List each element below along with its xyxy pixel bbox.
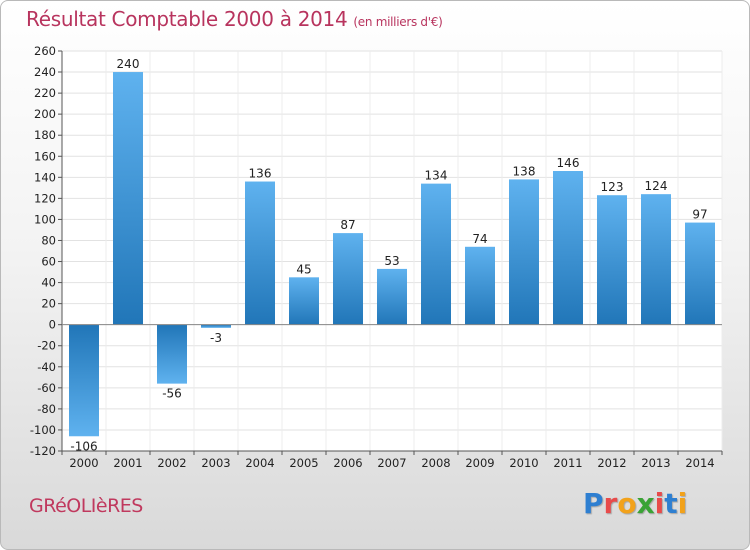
y-tick-label: 60	[41, 255, 56, 269]
value-label-2005: 45	[296, 262, 311, 276]
y-tick-label: 260	[34, 44, 56, 58]
x-tick-label-2012: 2012	[597, 456, 626, 470]
y-tick-label: -100	[30, 423, 56, 437]
chart-subtitle: (en milliers d'€)	[353, 15, 443, 29]
value-label-2000: -106	[70, 439, 97, 453]
y-tick-label: 180	[34, 128, 56, 142]
value-labels: -106 240 -56 -3 136 45 87 53 134 74 138 146 123 124 97	[70, 57, 707, 453]
value-label-2013: 124	[645, 179, 668, 193]
x-tick-label-2007: 2007	[377, 456, 406, 470]
logo-letter: i	[654, 487, 665, 520]
bar-2005	[289, 277, 319, 325]
bar-2000	[69, 324, 99, 437]
value-label-2006: 87	[340, 218, 355, 232]
bar-2014	[685, 222, 715, 325]
x-tick-label-2011: 2011	[553, 456, 582, 470]
bar-2006	[333, 233, 363, 325]
value-label-2001: 240	[117, 57, 140, 71]
bars-group	[69, 72, 715, 437]
value-label-2014: 97	[692, 208, 707, 222]
value-label-2007: 53	[384, 254, 399, 268]
value-label-2004: 136	[249, 167, 272, 181]
bar-2003	[201, 324, 231, 328]
value-label-2008: 134	[425, 169, 448, 183]
axes	[61, 51, 722, 452]
logo-letter: o	[617, 487, 637, 520]
y-tick-label: -60	[37, 381, 56, 395]
x-tick-label-2013: 2013	[641, 456, 670, 470]
value-label-2010: 138	[513, 164, 536, 178]
value-label-2003: -3	[210, 331, 222, 345]
y-tick-label: 220	[34, 86, 56, 100]
place-name: GRéOLIèRES	[29, 495, 143, 517]
logo-letter: t	[664, 487, 678, 520]
y-tick-label: 200	[34, 107, 56, 121]
value-label-2002: -56	[162, 387, 182, 401]
value-label-2012: 123	[601, 180, 624, 194]
x-tick-label-2001: 2001	[113, 456, 142, 470]
x-axis-labels: 2000 2001 2002 2003 2004 2005 2006 2007 2008 2009…	[69, 456, 714, 470]
x-tick-label-2014: 2014	[685, 456, 714, 470]
logo-letter: P	[583, 487, 604, 520]
bar-2002	[157, 324, 187, 384]
y-tick-label: 160	[34, 149, 56, 163]
y-tick-label: -120	[30, 444, 56, 458]
y-tick-label: 120	[34, 191, 56, 205]
x-tick-label-2002: 2002	[157, 456, 186, 470]
bar-2008	[421, 183, 451, 325]
logo-letter: i	[677, 487, 688, 520]
y-tick-label: 100	[34, 212, 56, 226]
bar-2011	[553, 171, 583, 325]
bar-2012	[597, 195, 627, 325]
value-label-2011: 146	[557, 156, 580, 170]
bar-2001	[113, 72, 143, 325]
x-tick-label-2000: 2000	[69, 456, 98, 470]
y-tick-label: 40	[41, 276, 56, 290]
x-tick-label-2006: 2006	[333, 456, 362, 470]
y-axis-labels: -120 -100 -80 -60 -40 -20 0 20 40 60 80 100 120 140 16…	[30, 44, 56, 458]
chart-title: Résultat Comptable 2000 à 2014 (en millie…	[26, 7, 443, 31]
y-tick-label: 0	[49, 318, 56, 332]
bar-2009	[465, 246, 495, 325]
chart-title-text: Résultat Comptable 2000 à 2014	[26, 7, 348, 31]
x-tick-label-2003: 2003	[201, 456, 230, 470]
y-tick-label: -80	[37, 402, 56, 416]
x-tick-label-2004: 2004	[245, 456, 274, 470]
logo-letter: r	[603, 487, 618, 520]
x-tick-label-2008: 2008	[421, 456, 450, 470]
y-tick-label: -20	[37, 339, 56, 353]
y-tick-label: -40	[37, 360, 56, 374]
bar-2004	[245, 181, 275, 325]
y-tick-label: 80	[41, 233, 56, 247]
x-tick-label-2010: 2010	[509, 456, 538, 470]
proxiti-logo[interactable]: Proxiti	[583, 487, 687, 520]
y-tick-label: 140	[34, 170, 56, 184]
bar-2013	[641, 194, 671, 325]
y-tick-label: 20	[41, 297, 56, 311]
x-tick-label-2005: 2005	[289, 456, 318, 470]
bar-2010	[509, 179, 539, 325]
bar-2007	[377, 268, 407, 325]
x-tick-label-2009: 2009	[465, 456, 494, 470]
value-label-2009: 74	[472, 232, 487, 246]
logo-letter: x	[636, 487, 655, 520]
y-tick-label: 240	[34, 65, 56, 79]
